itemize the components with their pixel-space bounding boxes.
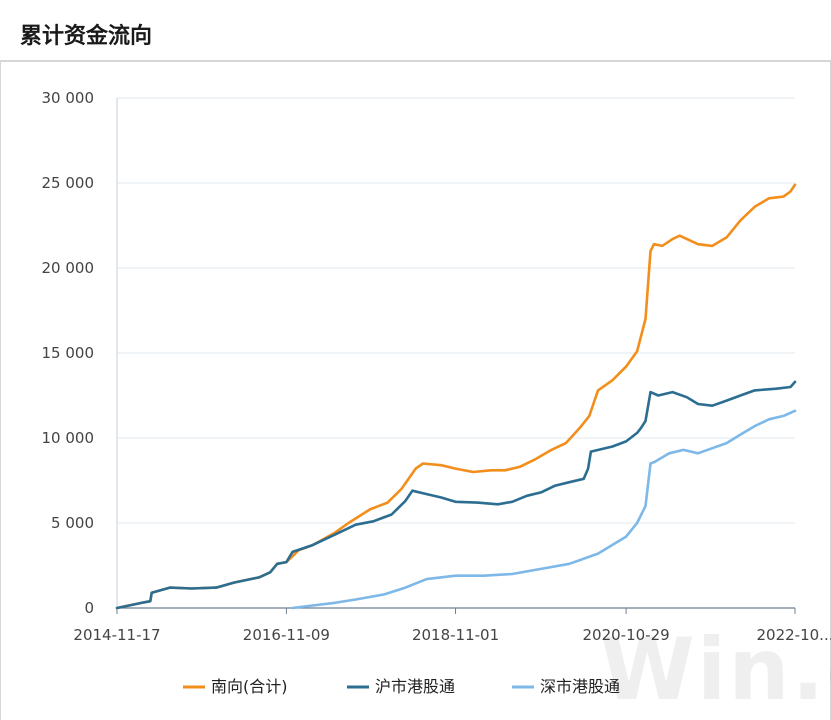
y-tick-label-1: 25 000 — [42, 174, 95, 192]
series-line-2 — [291, 409, 797, 610]
y-tick-label-3: 15 000 — [42, 344, 95, 362]
series-line-1 — [115, 380, 797, 610]
y-tick-label-6: 0 — [84, 599, 94, 617]
y-tick-label-4: 10 000 — [42, 429, 95, 447]
page-title: 累计资金流向 — [20, 24, 153, 49]
y-tick-label-2: 20 000 — [42, 259, 95, 277]
y-tick-label-0: 30 000 — [42, 89, 95, 107]
x-tick-label-2: 2018-11-01 — [412, 626, 499, 644]
chart-header: 累计资金流向 — [0, 0, 831, 62]
legend-label-1: 沪市港股通 — [375, 677, 455, 696]
x-tick-label-1: 2016-11-09 — [243, 626, 330, 644]
x-tick-label-3: 2020-10-29 — [582, 626, 669, 644]
x-tick-label-0: 2014-11-17 — [73, 626, 160, 644]
x-tick-label-4: 2022-10... — [757, 626, 831, 644]
y-tick-label-5: 5 000 — [51, 514, 94, 532]
legend-label-0: 南向(合计) — [211, 677, 288, 696]
series-line-0 — [115, 183, 797, 610]
legend-label-2: 深市港股通 — [540, 677, 620, 696]
frame-left-border — [0, 62, 1, 720]
